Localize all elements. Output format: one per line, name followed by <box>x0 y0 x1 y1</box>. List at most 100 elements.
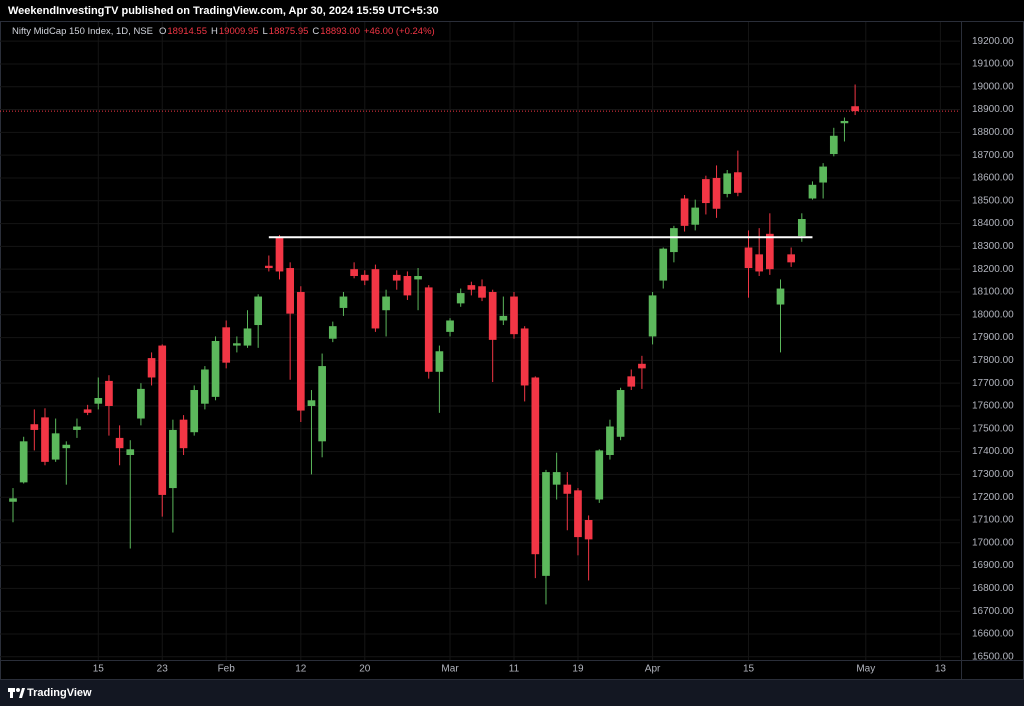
candle-body <box>467 285 476 290</box>
footer <box>0 680 1024 706</box>
candle-body <box>680 198 689 226</box>
candle-body <box>797 219 806 237</box>
y-tick-label: 18400.00 <box>972 218 1014 229</box>
ohlc-value: 18893.00 <box>320 26 360 37</box>
x-tick-label: Feb <box>218 664 236 675</box>
candle-body <box>542 472 550 576</box>
x-tick-label: 15 <box>93 664 105 675</box>
candle-body <box>723 173 732 194</box>
candle-body <box>606 426 614 456</box>
candle-body <box>840 120 849 124</box>
candle-body <box>115 437 124 449</box>
y-tick-label: 17500.00 <box>972 423 1014 434</box>
candle-body <box>808 184 817 199</box>
x-tick-label: May <box>856 664 875 675</box>
candle-body <box>382 296 390 311</box>
y-tick-label: 18200.00 <box>972 264 1014 275</box>
plot <box>0 84 960 605</box>
candle-body <box>360 274 369 281</box>
y-tick-label: 17800.00 <box>972 355 1014 366</box>
logo-shape <box>16 688 20 692</box>
candle-body <box>190 390 199 433</box>
candle-body <box>201 369 209 404</box>
y-tick-label: 17300.00 <box>972 469 1014 480</box>
candle-body <box>105 380 113 406</box>
ohlc-key: H <box>211 26 218 37</box>
y-tick-label: 19000.00 <box>972 81 1014 92</box>
candle-body <box>83 409 92 413</box>
logo-shape <box>19 688 25 698</box>
y-tick-label: 18800.00 <box>972 127 1014 138</box>
price-change: +46.00 (+0.24%) <box>364 26 435 37</box>
candle-body <box>478 286 486 298</box>
candle-body <box>243 328 252 346</box>
candle-body <box>744 247 753 269</box>
symbol-legend: Nifty MidCap 150 Index, 1D, NSE O18914.55… <box>12 26 435 37</box>
candle-body <box>392 274 401 281</box>
candle-body <box>147 358 156 378</box>
candle-body <box>94 398 103 404</box>
candle-body <box>222 327 231 363</box>
brand-name: TradingView <box>27 687 92 699</box>
ohlc-value: 19009.95 <box>219 26 259 37</box>
chart-title: WeekendInvestingTV published on TradingV… <box>8 5 439 17</box>
ohlc-key: C <box>312 26 319 37</box>
axes: 16500.00 16600.00 16700.00 16800.00 16900.00… <box>93 36 1014 675</box>
candle-body <box>616 390 625 437</box>
x-tick-label: 19 <box>572 664 584 675</box>
candle-body <box>275 237 284 272</box>
candle-body <box>126 449 135 456</box>
symbol-name: Nifty MidCap 150 Index, 1D, NSE <box>12 26 153 37</box>
ohlc-value: 18914.55 <box>167 26 207 37</box>
candle-body <box>296 291 305 411</box>
y-tick-label: 17100.00 <box>972 515 1014 526</box>
brand-logo <box>8 688 25 698</box>
x-tick-label: 20 <box>359 664 371 675</box>
candle-body <box>339 296 348 308</box>
candle-body <box>787 254 795 263</box>
y-tick-label: 16900.00 <box>972 560 1014 571</box>
logo-shape <box>10 690 13 698</box>
publish-bar <box>0 0 1024 21</box>
candle-body <box>765 233 774 270</box>
candle-body <box>712 177 721 209</box>
y-tick-label: 19100.00 <box>972 59 1014 70</box>
candle-body <box>403 276 412 296</box>
candle-body <box>414 276 422 280</box>
y-tick-label: 18600.00 <box>972 173 1014 184</box>
candle-body <box>627 376 636 387</box>
candle-body <box>499 315 508 321</box>
candle-body <box>456 293 465 304</box>
y-tick-label: 18100.00 <box>972 287 1014 298</box>
candle-body <box>371 269 380 329</box>
y-tick-label: 18300.00 <box>972 241 1014 252</box>
candle-body <box>552 472 561 485</box>
y-tick-label: 18700.00 <box>972 150 1014 161</box>
candle-body <box>574 490 582 538</box>
y-tick-label: 16700.00 <box>972 606 1014 617</box>
y-tick-label: 17600.00 <box>972 401 1014 412</box>
y-tick-label: 17200.00 <box>972 492 1014 503</box>
x-tick-label: 12 <box>295 664 307 675</box>
candle-body <box>211 341 220 397</box>
candle-body <box>531 377 540 555</box>
candle-body <box>851 106 859 112</box>
y-tick-label: 16800.00 <box>972 583 1014 594</box>
candle-body <box>755 254 764 272</box>
x-tick-label: 15 <box>743 664 755 675</box>
candle-body <box>734 172 742 193</box>
candle-body <box>520 328 529 386</box>
candle-body <box>137 388 145 419</box>
y-tick-label: 17400.00 <box>972 446 1014 457</box>
y-tick-label: 19200.00 <box>972 36 1014 47</box>
candle-body <box>595 450 604 500</box>
x-tick-label: Apr <box>645 664 661 675</box>
y-tick-label: 17700.00 <box>972 378 1014 389</box>
candle-body <box>41 417 49 462</box>
candle-body <box>702 179 710 204</box>
candle-body <box>51 433 60 460</box>
candle-body <box>9 498 17 502</box>
